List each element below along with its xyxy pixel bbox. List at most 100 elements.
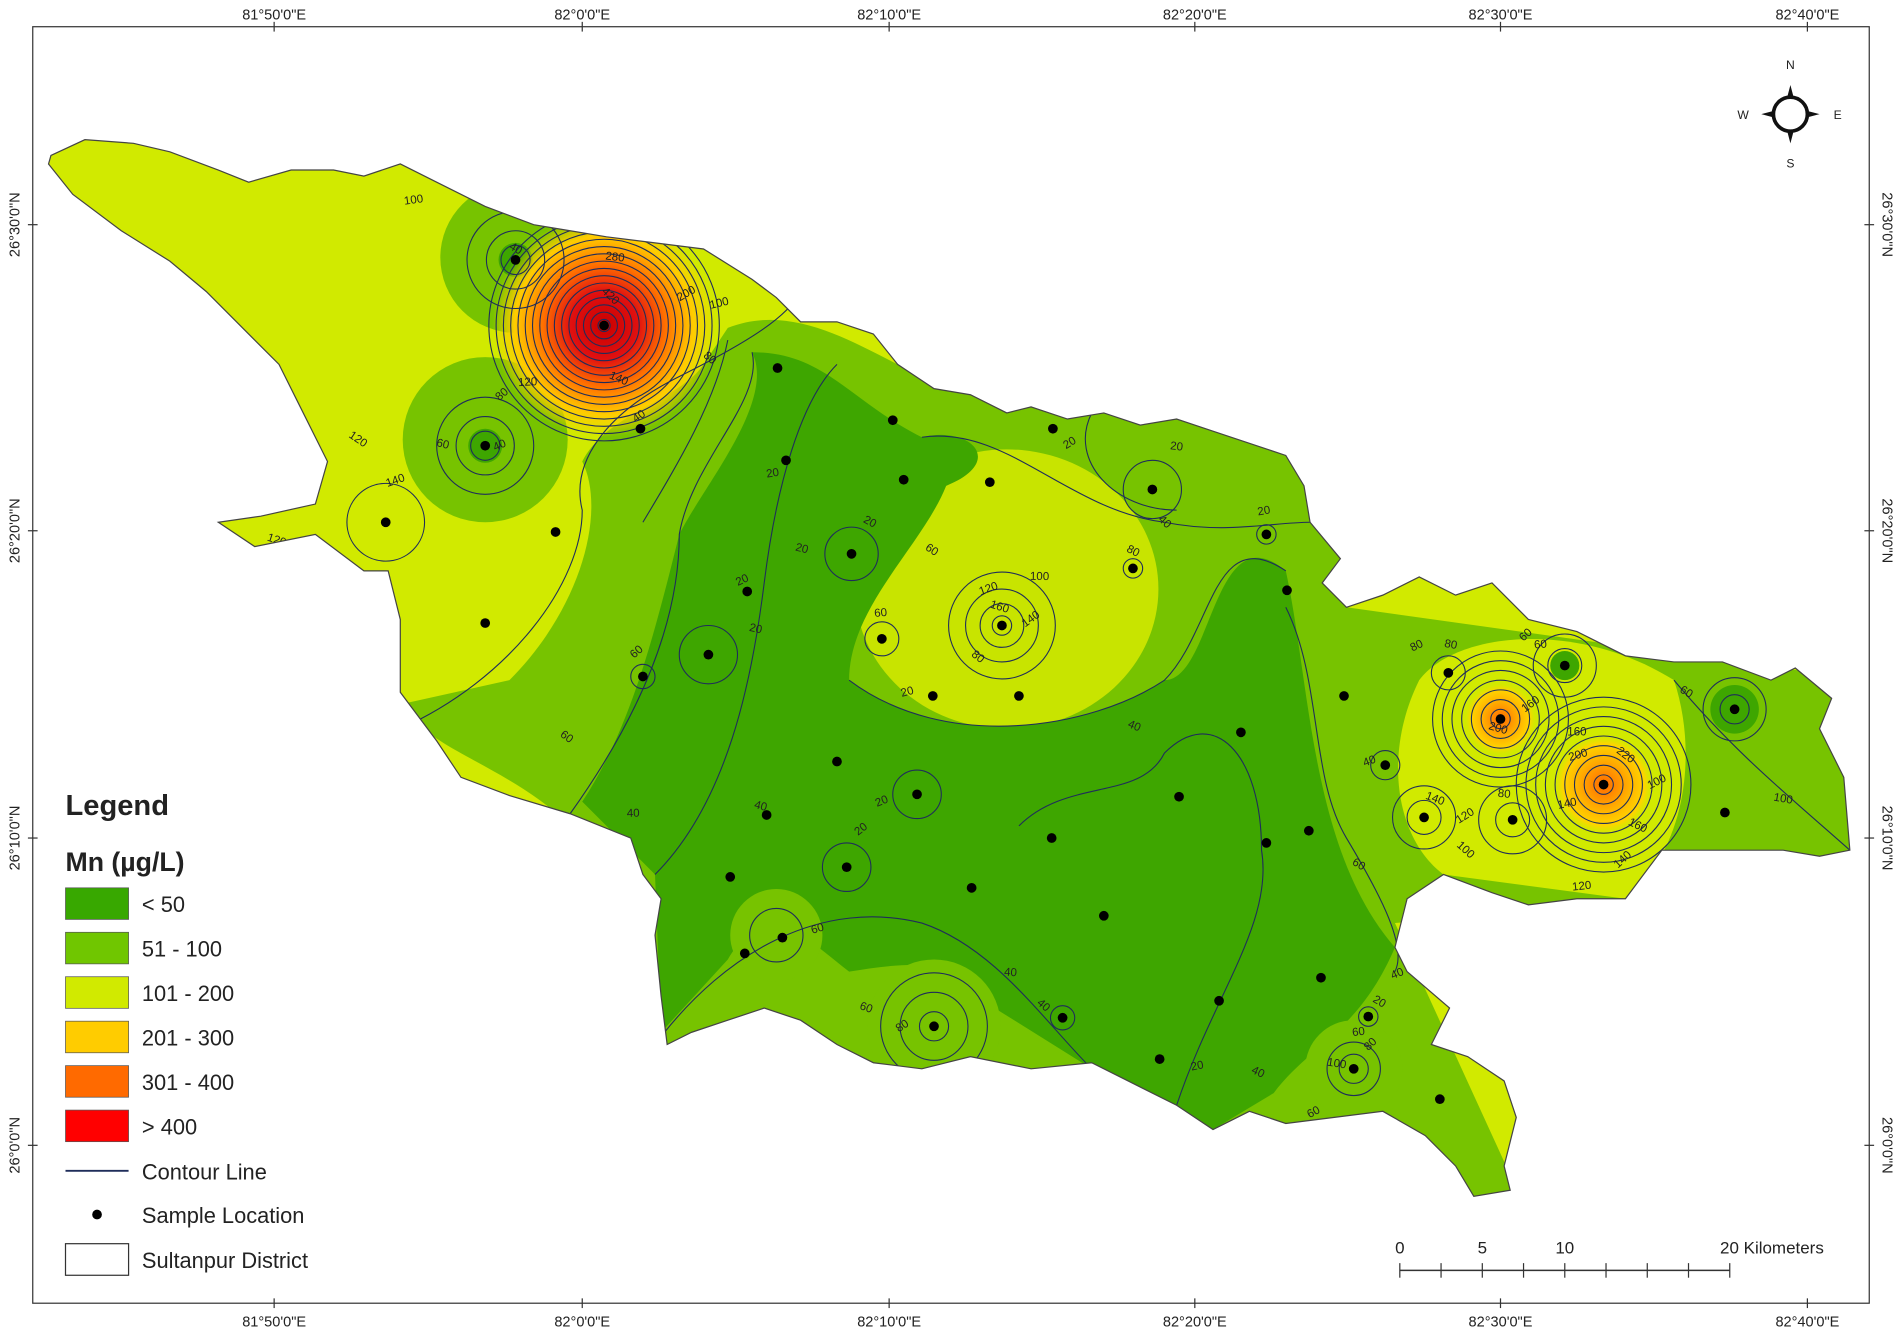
contour-line — [1532, 633, 1597, 698]
contour-line — [991, 615, 1013, 636]
longitude-label: 81°50'0"E — [242, 7, 306, 23]
sample-point — [1559, 660, 1570, 671]
contour-line — [1451, 669, 1550, 769]
contour-label: 160 — [989, 599, 1011, 616]
contour-line — [1432, 650, 1569, 788]
sample-point — [997, 620, 1007, 631]
contour-line — [1544, 725, 1663, 844]
zone-51-100 — [730, 889, 823, 982]
legend-label: Contour Line — [142, 1159, 267, 1184]
contour-line — [1461, 679, 1540, 759]
contour-line — [965, 588, 1039, 663]
longitude-label: 82°0'0"E — [554, 1314, 610, 1330]
contour-label: 120 — [518, 376, 538, 389]
sample-point — [777, 932, 788, 943]
contour-label: 200 — [1487, 720, 1509, 737]
contour-label: 140 — [384, 472, 406, 490]
legend-district — [64, 1243, 130, 1276]
compass-label: N — [1786, 58, 1795, 72]
contour-label: 40 — [507, 241, 524, 258]
legend-subtitle: Mn (µg/L) — [66, 847, 185, 877]
legend-label: 301 - 400 — [142, 1070, 234, 1095]
contour-label: 60 — [1350, 856, 1367, 873]
longitude-label: 82°10'0"E — [857, 7, 921, 23]
contour-label: 40 — [1126, 718, 1142, 734]
contour-label: 40 — [753, 799, 768, 814]
sample-point — [832, 756, 842, 767]
latitude-label: 26°10'0"N — [1879, 806, 1895, 871]
legend-label: 201 - 300 — [142, 1025, 234, 1050]
sample-point — [1236, 727, 1246, 738]
contour-line — [485, 230, 546, 290]
sample-point — [1348, 1063, 1359, 1074]
sample-point — [898, 474, 909, 485]
legend-swatch — [65, 1109, 129, 1143]
sample-point — [841, 862, 852, 873]
legend-swatch — [65, 931, 129, 965]
contour-lines — [346, 209, 1850, 1106]
sample-point — [1174, 791, 1184, 802]
contour-label: 100 — [709, 296, 731, 312]
contour-label: 80 — [1125, 543, 1142, 560]
contour-line — [1673, 679, 1850, 851]
contour-line — [470, 430, 501, 461]
sample-point — [1507, 814, 1518, 825]
sample-point — [877, 633, 887, 644]
contour-label: 20 — [900, 685, 915, 700]
contour-line — [1525, 706, 1682, 863]
contour-line — [678, 624, 739, 685]
contour-label: 140 — [1557, 796, 1578, 811]
contour-line — [1535, 716, 1673, 854]
sample-point — [887, 415, 898, 426]
contour-line — [524, 246, 684, 405]
sample-point — [772, 363, 783, 373]
contour-label: 40 — [627, 808, 640, 820]
contour-line — [654, 363, 838, 875]
contour-line — [517, 238, 691, 413]
compass-label: S — [1786, 157, 1794, 171]
sample-point — [846, 548, 857, 559]
sample-point — [1046, 833, 1057, 843]
scale-bar: 0 5 10 20 Kilometers — [1395, 1238, 1824, 1278]
contour-line — [918, 1011, 950, 1042]
longitude-label: 81°50'0"E — [242, 1314, 306, 1330]
contour-line — [864, 621, 900, 657]
contour-line — [436, 396, 535, 495]
contour-label: 100 — [403, 193, 424, 208]
contour-label: 40 — [1361, 754, 1377, 770]
sample-point — [480, 618, 491, 628]
sample-point — [912, 789, 922, 800]
sample-point — [781, 455, 791, 466]
contour-label: 60 — [923, 542, 940, 559]
contour-line — [1018, 733, 1264, 1106]
longitude-label: 82°10'0"E — [857, 1314, 921, 1330]
contour-line — [848, 558, 1287, 727]
contour-line — [582, 304, 626, 347]
contour-line — [1564, 745, 1643, 825]
latitude-label: 26°0'0"N — [7, 1117, 23, 1174]
contour-line — [979, 603, 1025, 648]
contour-label: 160 — [1567, 726, 1586, 738]
contour-label: 20 — [1061, 435, 1078, 452]
contour-label: 200 — [1567, 747, 1589, 764]
contour-label: 40 — [491, 438, 508, 454]
zone-under-50 — [582, 352, 1395, 1130]
contour-label: 60 — [810, 922, 826, 937]
contour-line — [899, 991, 969, 1061]
contour-label: 100 — [1030, 571, 1049, 583]
sample-point — [739, 948, 750, 959]
sample-point — [966, 882, 977, 893]
contour-line — [749, 907, 804, 963]
contour-label: 40 — [1389, 966, 1405, 982]
contour-line — [1084, 412, 1177, 511]
sample-point — [1098, 910, 1109, 921]
sample-point — [1154, 1054, 1165, 1064]
legend-swatch — [65, 1065, 129, 1098]
contour-line — [1370, 750, 1401, 781]
contour-line — [546, 267, 662, 384]
longitude-label: 82°40'0"E — [1775, 1314, 1839, 1330]
contour-line — [455, 416, 515, 476]
contour-line — [1719, 694, 1750, 725]
contour-line — [1490, 708, 1511, 730]
contour-line — [1554, 735, 1653, 834]
